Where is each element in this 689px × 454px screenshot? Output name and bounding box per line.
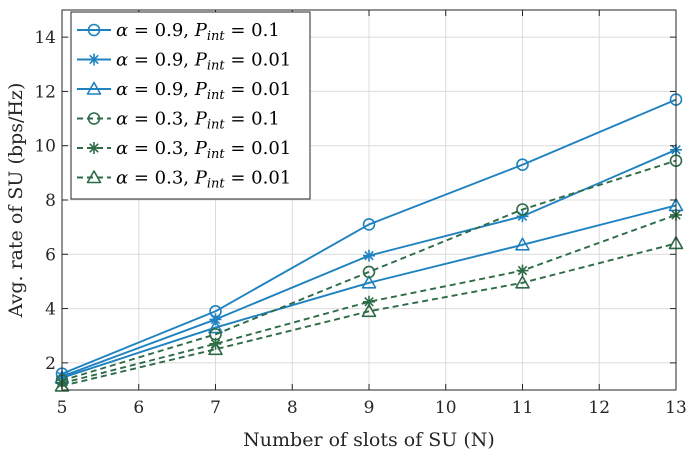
data-point-asterisk bbox=[209, 313, 222, 326]
legend-label: α = 0.9, Pint = 0.01 bbox=[116, 79, 291, 103]
data-point-triangle bbox=[361, 303, 377, 318]
legend: α = 0.9, Pint = 0.1 α = 0.9, Pint = 0.01 α… bbox=[70, 11, 311, 200]
data-point-asterisk bbox=[363, 295, 375, 308]
data-point-triangle bbox=[86, 81, 102, 95]
y-axis-label: Avg. rate of SU (bps/Hz) bbox=[5, 83, 27, 319]
x-axis-label: Number of slots of SU (N) bbox=[243, 429, 495, 451]
legend-label: α = 0.9, Pint = 0.01 bbox=[116, 50, 291, 74]
y-tick-label: 8 bbox=[45, 191, 56, 211]
data-point-circle bbox=[516, 158, 529, 172]
legend-item: α = 0.3, Pint = 0.1 bbox=[77, 109, 280, 133]
data-point-asterisk bbox=[516, 264, 529, 277]
legend-item: α = 0.9, Pint = 0.01 bbox=[77, 79, 291, 103]
legend-box bbox=[70, 11, 311, 200]
legend-item: α = 0.9, Pint = 0.1 bbox=[77, 20, 280, 44]
legend-item: α = 0.3, Pint = 0.01 bbox=[77, 138, 291, 162]
series-line bbox=[61, 204, 677, 379]
series-line-group bbox=[54, 236, 684, 392]
data-point-triangle bbox=[515, 237, 530, 251]
data-point-triangle bbox=[361, 275, 377, 289]
series-line bbox=[61, 98, 677, 375]
series-line bbox=[61, 242, 677, 387]
legend-item: α = 0.3, Pint = 0.01 bbox=[77, 168, 291, 192]
data-point-circle bbox=[516, 203, 529, 216]
grid-lines bbox=[61, 10, 677, 390]
legend-label: α = 0.3, Pint = 0.1 bbox=[116, 109, 280, 133]
data-point-circle bbox=[87, 112, 101, 125]
x-tick-label: 8 bbox=[287, 398, 298, 418]
x-tick-label: 9 bbox=[364, 398, 375, 418]
data-point-asterisk bbox=[516, 210, 529, 223]
series-line bbox=[61, 159, 677, 382]
y-tick-label: 12 bbox=[34, 82, 56, 102]
x-tick-label: 13 bbox=[665, 398, 687, 418]
data-point-circle bbox=[362, 218, 376, 231]
y-tick-label: 6 bbox=[45, 245, 56, 265]
data-point-asterisk bbox=[363, 249, 375, 262]
series-group bbox=[54, 93, 684, 392]
series-line bbox=[61, 214, 677, 385]
legend-label: α = 0.3, Pint = 0.01 bbox=[116, 168, 291, 192]
legend-label: α = 0.9, Pint = 0.1 bbox=[116, 20, 280, 44]
data-point-circle bbox=[87, 23, 101, 37]
legend-label: α = 0.3, Pint = 0.01 bbox=[116, 138, 291, 162]
x-tick-label: 5 bbox=[57, 398, 68, 418]
y-tick-label: 14 bbox=[34, 28, 56, 48]
data-point-triangle bbox=[54, 378, 70, 392]
y-tick-label: 4 bbox=[45, 300, 56, 320]
x-tick-label: 12 bbox=[588, 398, 610, 418]
y-tick-label: 10 bbox=[34, 137, 56, 157]
data-point-triangle bbox=[208, 341, 223, 356]
legend-item: α = 0.9, Pint = 0.01 bbox=[77, 50, 291, 74]
x-tick-label: 10 bbox=[435, 398, 457, 418]
data-point-triangle bbox=[515, 275, 530, 289]
data-point-asterisk bbox=[88, 53, 100, 66]
x-tick-label: 7 bbox=[210, 398, 221, 418]
x-tick-label: 6 bbox=[133, 398, 144, 418]
data-point-asterisk bbox=[88, 142, 100, 154]
data-point-circle bbox=[362, 265, 376, 279]
y-tick-label: 2 bbox=[45, 354, 56, 374]
x-tick-label: 11 bbox=[512, 398, 534, 418]
axis-ticks: 5 6 7 8 9 10 11 12 13 2 4 6 8 10 12 14 bbox=[34, 10, 687, 418]
data-point-triangle bbox=[208, 320, 223, 334]
data-point-triangle bbox=[86, 170, 102, 184]
